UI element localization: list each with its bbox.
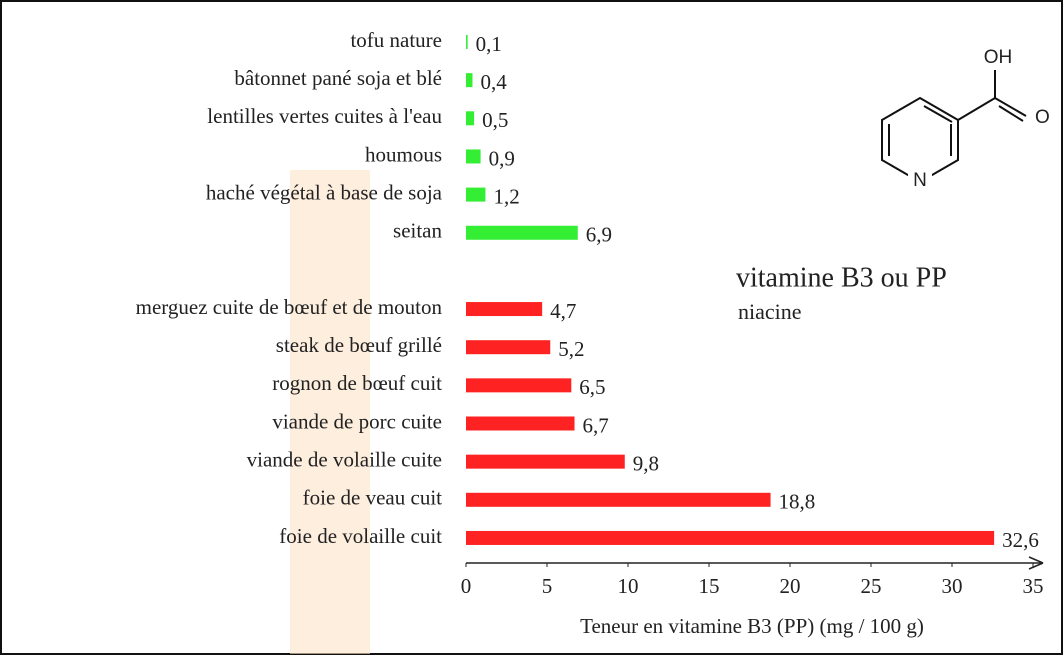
bar [466, 149, 481, 164]
bar [466, 111, 475, 126]
y-tick-label: bâtonnet pané soja et blé [234, 66, 442, 90]
y-tick-label: foie de veau cuit [303, 486, 443, 510]
x-tick-label: 30 [942, 574, 963, 598]
y-tick-label: merguez cuite de bœuf et de mouton [136, 295, 443, 319]
x-axis-title: Teneur en vitamine B3 (PP) (mg / 100 g) [580, 614, 924, 638]
value-label: 32,6 [1002, 528, 1039, 552]
chart-subtitle: niacine [738, 299, 802, 324]
bond [957, 97, 996, 121]
bar [466, 416, 575, 431]
value-label: 18,8 [779, 490, 816, 514]
atom-label: O [1035, 107, 1050, 128]
y-tick-label: lentilles vertes cuites à l'eau [207, 104, 442, 128]
chart-title: vitamine B3 ou PP [736, 262, 947, 293]
x-tick-label: 35 [1023, 574, 1044, 598]
y-tick-label: foie de volaille cuit [279, 524, 442, 548]
x-tick-label: 5 [542, 574, 553, 598]
bar [466, 35, 468, 49]
x-tick-label: 25 [861, 574, 882, 598]
x-tick-label: 10 [618, 574, 639, 598]
y-tick-label: haché végétal à base de soja [206, 180, 443, 204]
value-label: 9,8 [633, 451, 659, 475]
value-label: 5,2 [558, 337, 584, 361]
y-tick-label: seitan [393, 219, 442, 243]
atom-label: N [913, 170, 927, 191]
value-label: 6,5 [579, 375, 605, 399]
value-label: 6,9 [586, 223, 612, 247]
value-label: 0,1 [476, 32, 502, 56]
bond [923, 105, 953, 123]
bar [466, 378, 572, 393]
value-label: 0,4 [480, 70, 507, 94]
y-tick-label: viande de volaille cuite [247, 447, 442, 471]
atom-label: OH [984, 47, 1013, 68]
bar [466, 187, 486, 202]
bond [994, 97, 1027, 117]
n-bg [908, 170, 932, 192]
bar [466, 454, 625, 469]
value-label: 0,5 [482, 108, 508, 132]
value-label: 0,9 [489, 146, 515, 170]
bar [466, 530, 995, 545]
bar [466, 340, 551, 355]
value-label: 6,7 [583, 413, 609, 437]
y-tick-label: viande de porc cuite [272, 409, 442, 433]
y-tick-label: tofu nature [350, 28, 442, 52]
bar [466, 73, 473, 88]
bar [466, 302, 543, 317]
axis-arrow [1028, 556, 1044, 570]
x-tick-label: 20 [780, 574, 801, 598]
y-tick-label: houmous [365, 142, 442, 166]
y-tick-label: rognon de bœuf cuit [272, 371, 442, 395]
x-tick-label: 0 [461, 574, 472, 598]
bond [998, 105, 1024, 122]
value-label: 4,7 [550, 299, 576, 323]
bar [466, 225, 578, 240]
watermark-band [290, 170, 370, 654]
bar [466, 492, 771, 507]
x-tick-label: 15 [699, 574, 720, 598]
y-tick-label: steak de bœuf grillé [276, 333, 442, 357]
value-label: 1,2 [493, 184, 519, 208]
